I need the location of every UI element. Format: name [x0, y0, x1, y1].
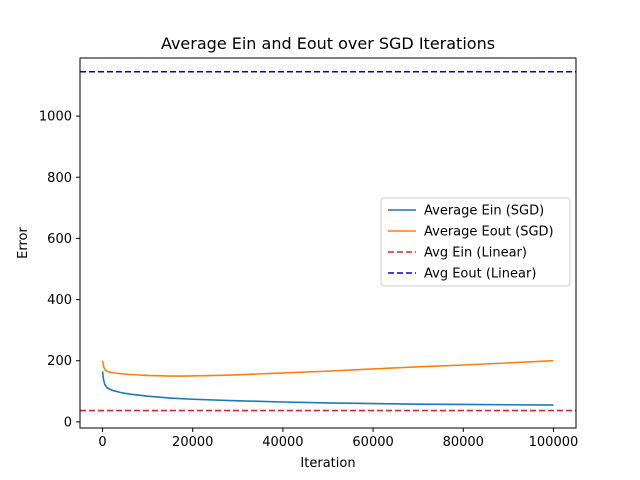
x-tick-label: 100000 [529, 435, 579, 450]
y-tick-label: 600 [47, 232, 72, 247]
legend-box [380, 197, 571, 287]
y-tick-label: 400 [47, 293, 72, 308]
x-tick-label: 80000 [443, 435, 484, 450]
y-axis-label: Error [16, 227, 31, 259]
y-tick-label: 800 [47, 171, 72, 186]
series-line-2 [101, 359, 554, 377]
x-axis-label: Iteration [300, 456, 355, 471]
legend-label-2: Average Eout (SGD) [424, 225, 554, 240]
legend: Average Ein (SGD) Average Eout (SGD) Avg E… [380, 197, 571, 287]
axis-ticks: 0 20000 40000 60000 80000 100000 0 200 400 600 800… [39, 110, 578, 450]
plot-area [80, 70, 576, 412]
legend-label-3: Avg Ein (Linear) [424, 246, 527, 261]
plot-frame [79, 57, 577, 429]
legend-label-1: Average Ein (SGD) [424, 204, 544, 219]
x-tick-label: 20000 [172, 435, 213, 450]
y-tick-label: 0 [64, 415, 72, 430]
x-tick-label: 0 [98, 435, 106, 450]
chart-title: Average Ein and Eout over SGD Iterations [161, 34, 495, 53]
x-tick-label: 40000 [262, 435, 303, 450]
x-tick-label: 60000 [352, 435, 393, 450]
series-line-1 [101, 371, 554, 406]
legend-label-4: Avg Eout (Linear) [424, 267, 536, 282]
y-tick-label: 200 [47, 354, 72, 369]
y-tick-label: 1000 [39, 110, 72, 125]
